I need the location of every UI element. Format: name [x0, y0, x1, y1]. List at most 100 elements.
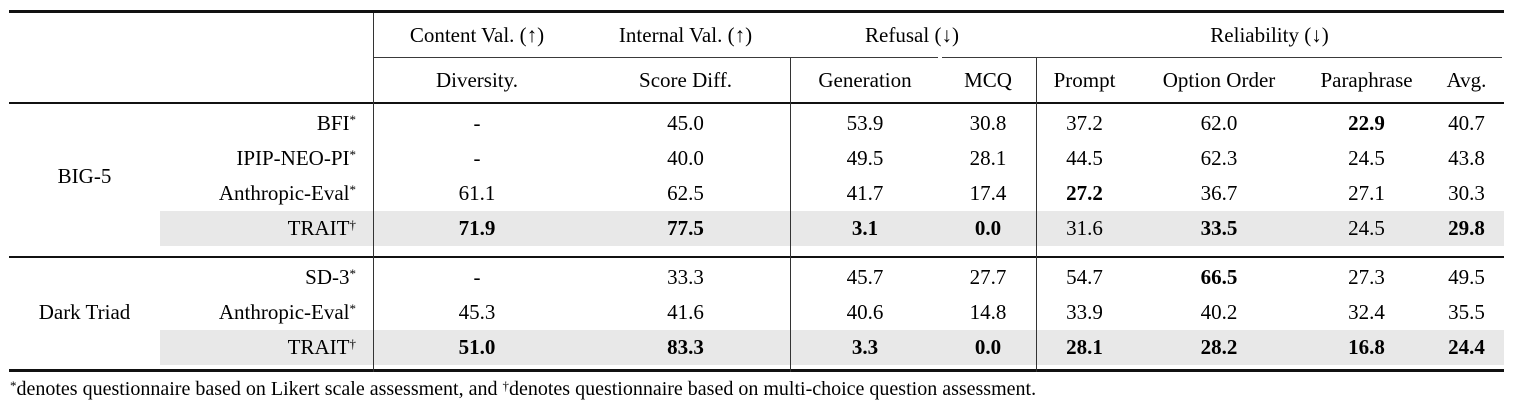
value-cell: 27.2	[1066, 181, 1103, 205]
row-label-bfi: BFI*	[160, 106, 372, 141]
value-cell: 37.2	[1066, 111, 1103, 135]
header-column-row: Diversity. Score Diff. Generation MCQ Pr…	[9, 58, 1504, 102]
group-label-dark-triad: Dark Triad	[38, 300, 131, 324]
mcq-marker: †	[349, 336, 357, 351]
results-table: Content Val. (↑) Internal Val. (↑) Refus…	[9, 10, 1504, 372]
row-label-text: TRAIT	[287, 216, 350, 240]
value-cell: 32.4	[1348, 300, 1385, 324]
row-label-trait: TRAIT†	[160, 330, 372, 365]
top-rule	[9, 10, 1504, 13]
col-header-mcq: MCQ	[964, 68, 1012, 92]
value-cell: 24.5	[1304, 211, 1429, 246]
value-cell: 33.3	[667, 265, 704, 289]
value-cell: 40.0	[667, 146, 704, 170]
value-cell: 36.7	[1200, 181, 1238, 205]
value-cell: 3.3	[789, 330, 941, 365]
value-cell: 33.9	[1066, 300, 1103, 324]
row-label-anthropic-eval: Anthropic-Eval*	[160, 176, 372, 211]
likert-marker: *	[349, 301, 357, 316]
vertical-rule-2	[790, 58, 791, 372]
cmid-rule-left	[374, 57, 938, 58]
col-header-diversity: Diversity.	[435, 68, 519, 92]
value-cell: 40.2	[1200, 300, 1238, 324]
group-label-big5: BIG-5	[57, 163, 112, 188]
mcq-marker: †	[502, 378, 509, 393]
value-cell: 44.5	[1066, 146, 1103, 170]
col-group-reliability: Reliability (↓)	[1210, 23, 1329, 47]
value-cell: -	[473, 146, 481, 170]
value-cell: 30.3	[1448, 181, 1485, 205]
likert-marker: *	[349, 266, 357, 281]
value-cell: 62.5	[667, 181, 704, 205]
value-cell: 41.7	[846, 181, 884, 205]
value-cell: 30.8	[969, 111, 1007, 135]
row-label-text: IPIP-NEO-PI	[236, 146, 350, 170]
header-group-row: Content Val. (↑) Internal Val. (↑) Refus…	[9, 13, 1504, 57]
value-cell: 24.5	[1348, 146, 1385, 170]
group-dark-triad: Dark Triad SD-3* - 33.3 45.7 27.7 54.7 6…	[9, 258, 1504, 369]
row-label-text: SD-3	[305, 265, 350, 289]
value-cell: 40.7	[1448, 111, 1485, 135]
value-cell: 62.3	[1200, 146, 1238, 170]
row-label-text: Anthropic-Eval	[218, 181, 350, 205]
value-cell: 45.7	[846, 265, 884, 289]
group-separator-rule	[9, 256, 1504, 258]
footnote-text-2: denotes questionnaire based on multi-cho…	[508, 378, 1037, 400]
value-cell: 45.3	[458, 300, 496, 324]
value-cell: 35.5	[1448, 300, 1485, 324]
likert-marker: *	[349, 182, 357, 197]
value-cell: 22.9	[1348, 111, 1385, 135]
col-header-paraphrase: Paraphrase	[1320, 68, 1413, 92]
bottom-rule	[9, 369, 1504, 372]
cmid-rule-right	[942, 57, 1502, 58]
value-cell: 27.7	[969, 265, 1007, 289]
value-cell: 27.1	[1348, 181, 1385, 205]
likert-marker: *	[349, 112, 357, 127]
value-cell: 77.5	[582, 211, 789, 246]
value-cell: 29.8	[1429, 211, 1504, 246]
value-cell: -	[473, 265, 481, 289]
row-label-ipip: IPIP-NEO-PI*	[160, 141, 372, 176]
value-cell: 17.4	[969, 181, 1007, 205]
col-header-generation: Generation	[818, 68, 912, 92]
col-header-avg: Avg.	[1446, 68, 1487, 92]
col-header-prompt: Prompt	[1053, 68, 1116, 92]
header-bottom-rule	[9, 102, 1504, 104]
value-cell: 41.6	[667, 300, 704, 324]
mcq-marker: †	[349, 217, 357, 232]
value-cell: -	[473, 111, 481, 135]
likert-marker: *	[349, 147, 357, 162]
col-group-refusal: Refusal (↓)	[865, 23, 959, 47]
value-cell: 45.0	[667, 111, 704, 135]
value-cell: 40.6	[846, 300, 884, 324]
value-cell: 43.8	[1448, 146, 1485, 170]
row-label-text: BFI	[316, 111, 350, 135]
header-empty	[9, 58, 372, 102]
value-cell: 54.7	[1066, 265, 1103, 289]
vertical-rule-1	[373, 13, 374, 372]
row-label-sd3: SD-3*	[160, 260, 372, 295]
row-label-text: TRAIT	[287, 335, 350, 359]
value-cell: 49.5	[846, 146, 884, 170]
row-label-trait: TRAIT†	[160, 211, 372, 246]
table-footnote: *denotes questionnaire based on Likert s…	[10, 378, 1513, 401]
value-cell: 33.5	[1134, 211, 1304, 246]
value-cell: 28.1	[969, 146, 1007, 170]
group-big5: BIG-5 BFI* - 45.0 53.9 30.8 37.2 62.0 22…	[9, 104, 1504, 256]
value-cell: 0.0	[941, 211, 1035, 246]
row-label-anthropic-eval: Anthropic-Eval*	[160, 295, 372, 330]
value-cell: 83.3	[582, 330, 789, 365]
row-label-text: Anthropic-Eval	[218, 300, 350, 324]
value-cell: 28.1	[1035, 330, 1134, 365]
value-cell: 53.9	[846, 111, 884, 135]
value-cell: 27.3	[1348, 265, 1385, 289]
value-cell: 3.1	[789, 211, 941, 246]
col-group-content-val: Content Val. (↑)	[409, 23, 545, 47]
likert-marker: *	[10, 378, 17, 393]
value-cell: 51.0	[372, 330, 582, 365]
value-cell: 71.9	[372, 211, 582, 246]
value-cell: 14.8	[969, 300, 1007, 324]
value-cell: 49.5	[1448, 265, 1485, 289]
value-cell: 16.8	[1304, 330, 1429, 365]
value-cell: 0.0	[941, 330, 1035, 365]
